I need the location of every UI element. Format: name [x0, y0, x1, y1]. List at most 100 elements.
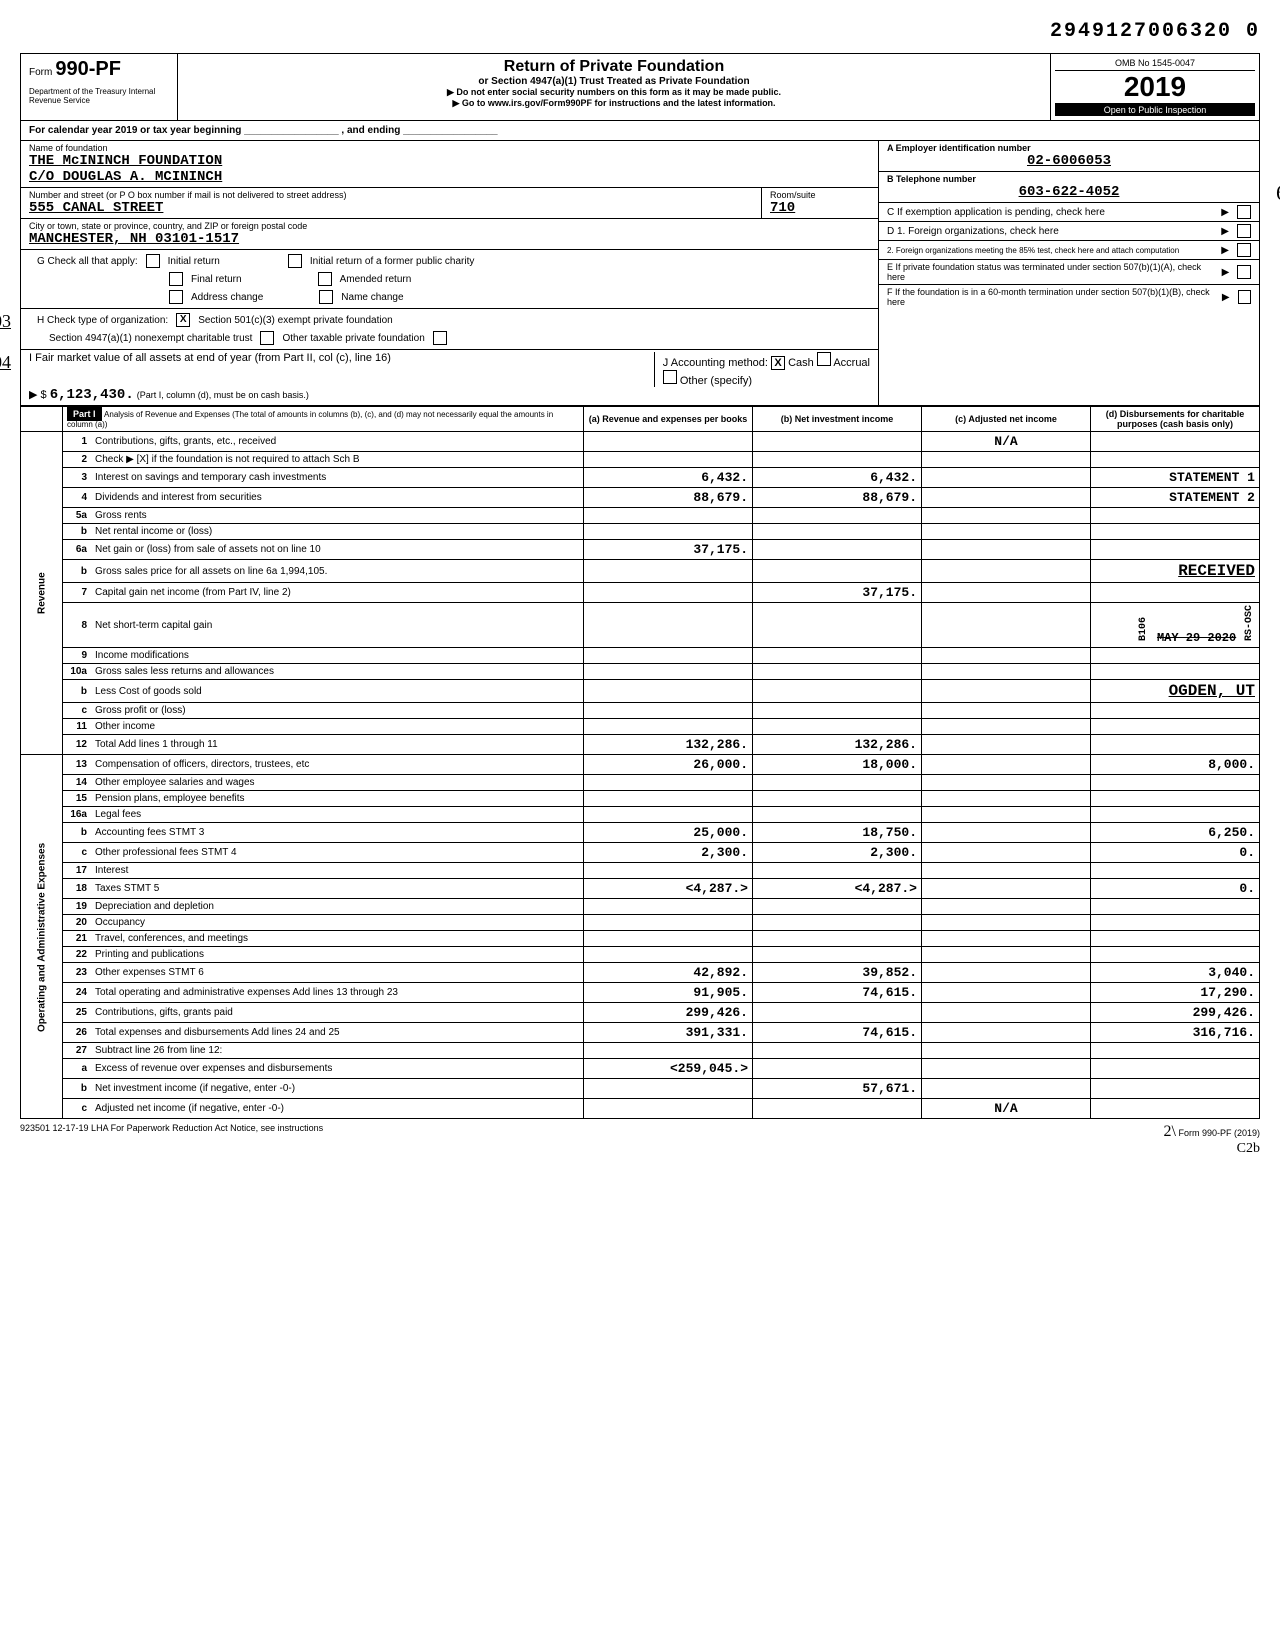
- amount-cell: [753, 791, 922, 807]
- table-row: 2Check ▶ [X] if the foundation is not re…: [21, 452, 1260, 468]
- amount-cell: [922, 560, 1091, 583]
- amount-cell: 39,852.: [753, 963, 922, 983]
- table-row: 14Other employee salaries and wages: [21, 775, 1260, 791]
- amount-cell: [922, 1079, 1091, 1099]
- amount-cell: [1091, 583, 1260, 603]
- line-description: Net short-term capital gain: [91, 603, 584, 648]
- name-change-checkbox[interactable]: [319, 290, 333, 304]
- amount-cell: [1091, 524, 1260, 540]
- form-number: 990-PF: [55, 58, 121, 80]
- amount-cell: [753, 915, 922, 931]
- amount-cell: [922, 947, 1091, 963]
- line-description: Other income: [91, 719, 584, 735]
- table-row: 11Other income: [21, 719, 1260, 735]
- line-number: c: [63, 1099, 92, 1119]
- c-label: C If exemption application is pending, c…: [887, 207, 1105, 218]
- j-other-checkbox[interactable]: [663, 370, 677, 384]
- initial-former-checkbox[interactable]: [288, 254, 302, 268]
- line-description: Net gain or (loss) from sale of assets n…: [91, 540, 584, 560]
- j-cash-checkbox[interactable]: X: [771, 356, 785, 370]
- amended-return-checkbox[interactable]: [318, 272, 332, 286]
- amount-cell: [753, 432, 922, 452]
- amount-cell: [922, 915, 1091, 931]
- amount-cell: [1091, 775, 1260, 791]
- footer-right: Form 990-PF (2019): [1178, 1128, 1260, 1138]
- table-row: 17Interest: [21, 863, 1260, 879]
- amount-cell: 26,000.: [584, 755, 753, 775]
- line-description: Legal fees: [91, 807, 584, 823]
- amount-cell: [1091, 432, 1260, 452]
- amount-cell: [1091, 540, 1260, 560]
- hand-note-2: C2b: [1237, 1141, 1260, 1157]
- f-checkbox[interactable]: [1238, 290, 1251, 304]
- line-description: Pension plans, employee benefits: [91, 791, 584, 807]
- line-number: 17: [63, 863, 92, 879]
- line-description: Subtract line 26 from line 12:: [91, 1043, 584, 1059]
- c-checkbox[interactable]: [1237, 205, 1251, 219]
- amount-cell: 299,426.: [584, 1003, 753, 1023]
- amount-cell: [753, 508, 922, 524]
- foundation-info: Name of foundation THE McININCH FOUNDATI…: [20, 141, 1260, 406]
- amount-cell: N/A: [922, 1099, 1091, 1119]
- -init았다-initial-return-checkbox[interactable]: [146, 254, 160, 268]
- h-other-checkbox[interactable]: [433, 331, 447, 345]
- amount-cell: [584, 1099, 753, 1119]
- d1-label: D 1. Foreign organizations, check here: [887, 226, 1059, 237]
- amount-cell: [1091, 791, 1260, 807]
- amount-cell: 37,175.: [753, 583, 922, 603]
- margin-03: 03: [0, 311, 11, 332]
- amount-cell: [922, 775, 1091, 791]
- amount-cell: [753, 648, 922, 664]
- amount-cell: 42,892.: [584, 963, 753, 983]
- h-501c3-checkbox[interactable]: X: [176, 313, 190, 327]
- amount-cell: 18,000.: [753, 755, 922, 775]
- amount-cell: [922, 1023, 1091, 1043]
- j-accrual-checkbox[interactable]: [817, 352, 831, 366]
- amount-cell: <259,045.>: [584, 1059, 753, 1079]
- line-description: Total operating and administrative expen…: [91, 983, 584, 1003]
- d2-checkbox[interactable]: [1237, 243, 1251, 257]
- table-row: 16aLegal fees: [21, 807, 1260, 823]
- room-label: Room/suite: [770, 190, 870, 200]
- line-number: 1: [63, 432, 92, 452]
- table-row: 24Total operating and administrative exp…: [21, 983, 1260, 1003]
- d2-label: 2. Foreign organizations meeting the 85%…: [887, 246, 1179, 255]
- amount-cell: [1091, 703, 1260, 719]
- h-4947-checkbox[interactable]: [260, 331, 274, 345]
- amount-cell: [922, 843, 1091, 863]
- d1-checkbox[interactable]: [1237, 224, 1251, 238]
- amount-cell: [584, 603, 753, 648]
- name-label: Name of foundation: [29, 143, 870, 153]
- amount-cell: 299,426.: [1091, 1003, 1260, 1023]
- e-checkbox[interactable]: [1237, 265, 1251, 279]
- table-row: 23Other expenses STMT 642,892.39,852.3,0…: [21, 963, 1260, 983]
- amount-cell: [922, 468, 1091, 488]
- amount-cell: N/A: [922, 432, 1091, 452]
- g-opt-4: Amended return: [340, 274, 412, 285]
- amount-cell: [584, 648, 753, 664]
- foundation-name: THE McININCH FOUNDATION: [29, 153, 870, 169]
- amount-cell: [1091, 1099, 1260, 1119]
- amount-cell: [922, 648, 1091, 664]
- i-value: 6,123,430.: [50, 387, 134, 403]
- amount-cell: [584, 1043, 753, 1059]
- amount-cell: [753, 680, 922, 703]
- amount-cell: [753, 807, 922, 823]
- line-number: a: [63, 1059, 92, 1079]
- h-opt3: Other taxable private foundation: [282, 333, 424, 344]
- amount-cell: [753, 560, 922, 583]
- amount-cell: [922, 703, 1091, 719]
- line-number: 16a: [63, 807, 92, 823]
- amount-cell: [584, 915, 753, 931]
- line-description: Adjusted net income (if negative, enter …: [91, 1099, 584, 1119]
- form-label: Form: [29, 67, 52, 78]
- amount-cell: [922, 603, 1091, 648]
- amount-cell: [584, 583, 753, 603]
- line-number: b: [63, 560, 92, 583]
- amount-cell: 88,679.: [584, 488, 753, 508]
- amount-cell: 391,331.: [584, 1023, 753, 1043]
- final-return-checkbox[interactable]: [169, 272, 183, 286]
- amount-cell: 88,679.: [753, 488, 922, 508]
- amount-cell: <4,287.>: [753, 879, 922, 899]
- address-change-checkbox[interactable]: [169, 290, 183, 304]
